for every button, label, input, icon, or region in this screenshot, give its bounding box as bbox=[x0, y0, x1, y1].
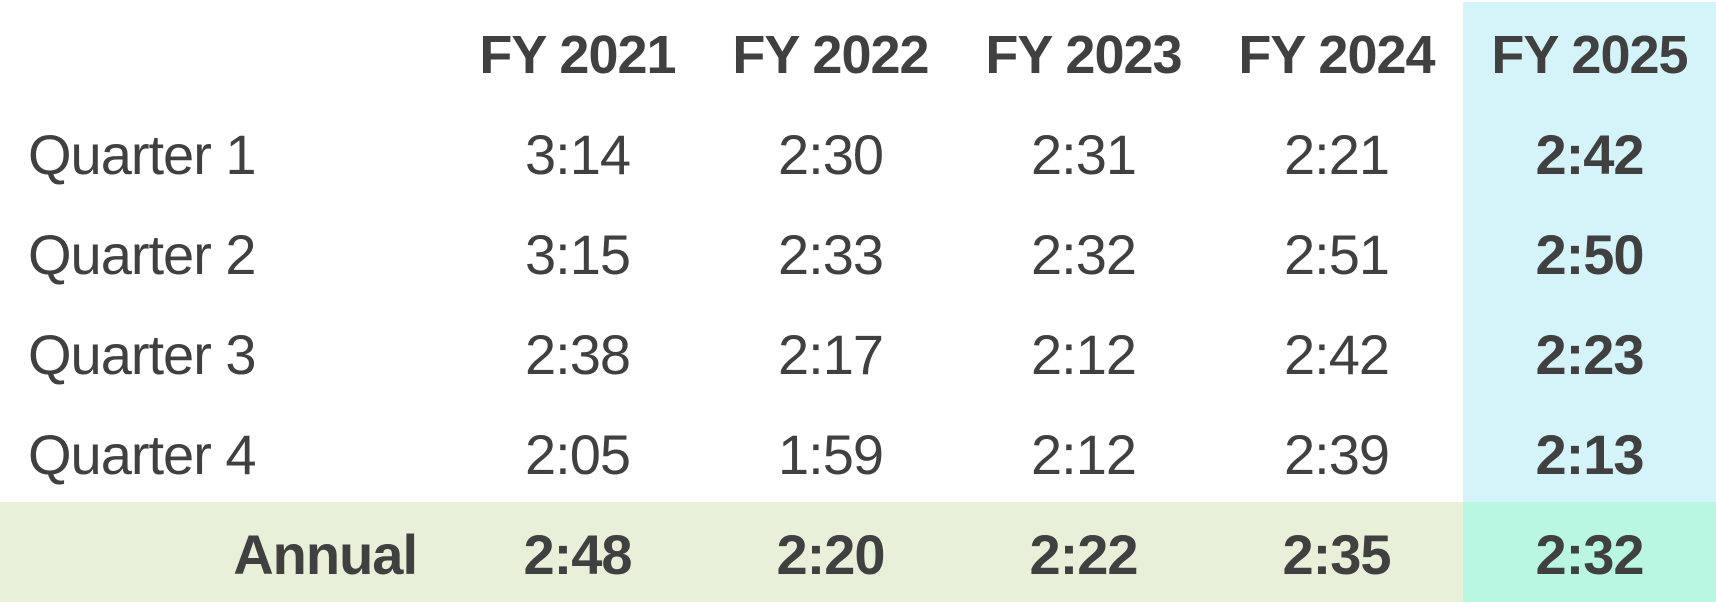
column-header-fy-2025: FY 2025 bbox=[1463, 2, 1716, 102]
cell-q1-fy2025: 2:42 bbox=[1463, 102, 1716, 202]
cell-q2-fy2023: 2:32 bbox=[1031, 222, 1137, 286]
cell-annual-fy2023: 2:22 bbox=[957, 502, 1210, 602]
cell-q2-fy2024: 2:51 bbox=[1284, 222, 1390, 286]
row-label-annual: Annual bbox=[0, 502, 451, 602]
cell-q3-fy2023: 2:12 bbox=[1031, 322, 1137, 386]
corner-cell bbox=[0, 2, 451, 102]
column-header-fy-2024: FY 2024 bbox=[1238, 24, 1435, 85]
cell-q1-fy2022: 2:30 bbox=[778, 122, 884, 186]
row-label-quarter-2: Quarter 2 bbox=[28, 222, 257, 286]
cell-q3-fy2025: 2:23 bbox=[1463, 302, 1716, 402]
cell-q1-fy2023: 2:31 bbox=[1031, 122, 1137, 186]
row-label-quarter-1: Quarter 1 bbox=[28, 122, 257, 186]
cell-q4-fy2025: 2:13 bbox=[1463, 402, 1716, 502]
cell-q2-fy2022: 2:33 bbox=[778, 222, 884, 286]
row-label-quarter-4: Quarter 4 bbox=[28, 422, 257, 486]
row-label-quarter-3: Quarter 3 bbox=[28, 322, 257, 386]
cell-annual-fy2024: 2:35 bbox=[1210, 502, 1463, 602]
column-header-fy-2021: FY 2021 bbox=[479, 24, 676, 85]
cell-q3-fy2021: 2:38 bbox=[525, 322, 631, 386]
cell-q3-fy2022: 2:17 bbox=[778, 322, 884, 386]
cell-annual-fy2022: 2:20 bbox=[704, 502, 957, 602]
cell-annual-fy2021: 2:48 bbox=[451, 502, 704, 602]
cell-q2-fy2021: 3:15 bbox=[525, 222, 631, 286]
column-header-fy-2023: FY 2023 bbox=[985, 24, 1182, 85]
cell-q2-fy2025: 2:50 bbox=[1463, 202, 1716, 302]
cell-q4-fy2022: 1:59 bbox=[778, 422, 884, 486]
cell-q3-fy2024: 2:42 bbox=[1284, 322, 1390, 386]
cell-q1-fy2021: 3:14 bbox=[525, 122, 631, 186]
cell-q1-fy2024: 2:21 bbox=[1284, 122, 1390, 186]
cell-q4-fy2023: 2:12 bbox=[1031, 422, 1137, 486]
cell-q4-fy2021: 2:05 bbox=[525, 422, 631, 486]
column-header-fy-2022: FY 2022 bbox=[732, 24, 929, 85]
cell-q4-fy2024: 2:39 bbox=[1284, 422, 1390, 486]
cell-annual-fy2025: 2:32 bbox=[1463, 502, 1716, 602]
